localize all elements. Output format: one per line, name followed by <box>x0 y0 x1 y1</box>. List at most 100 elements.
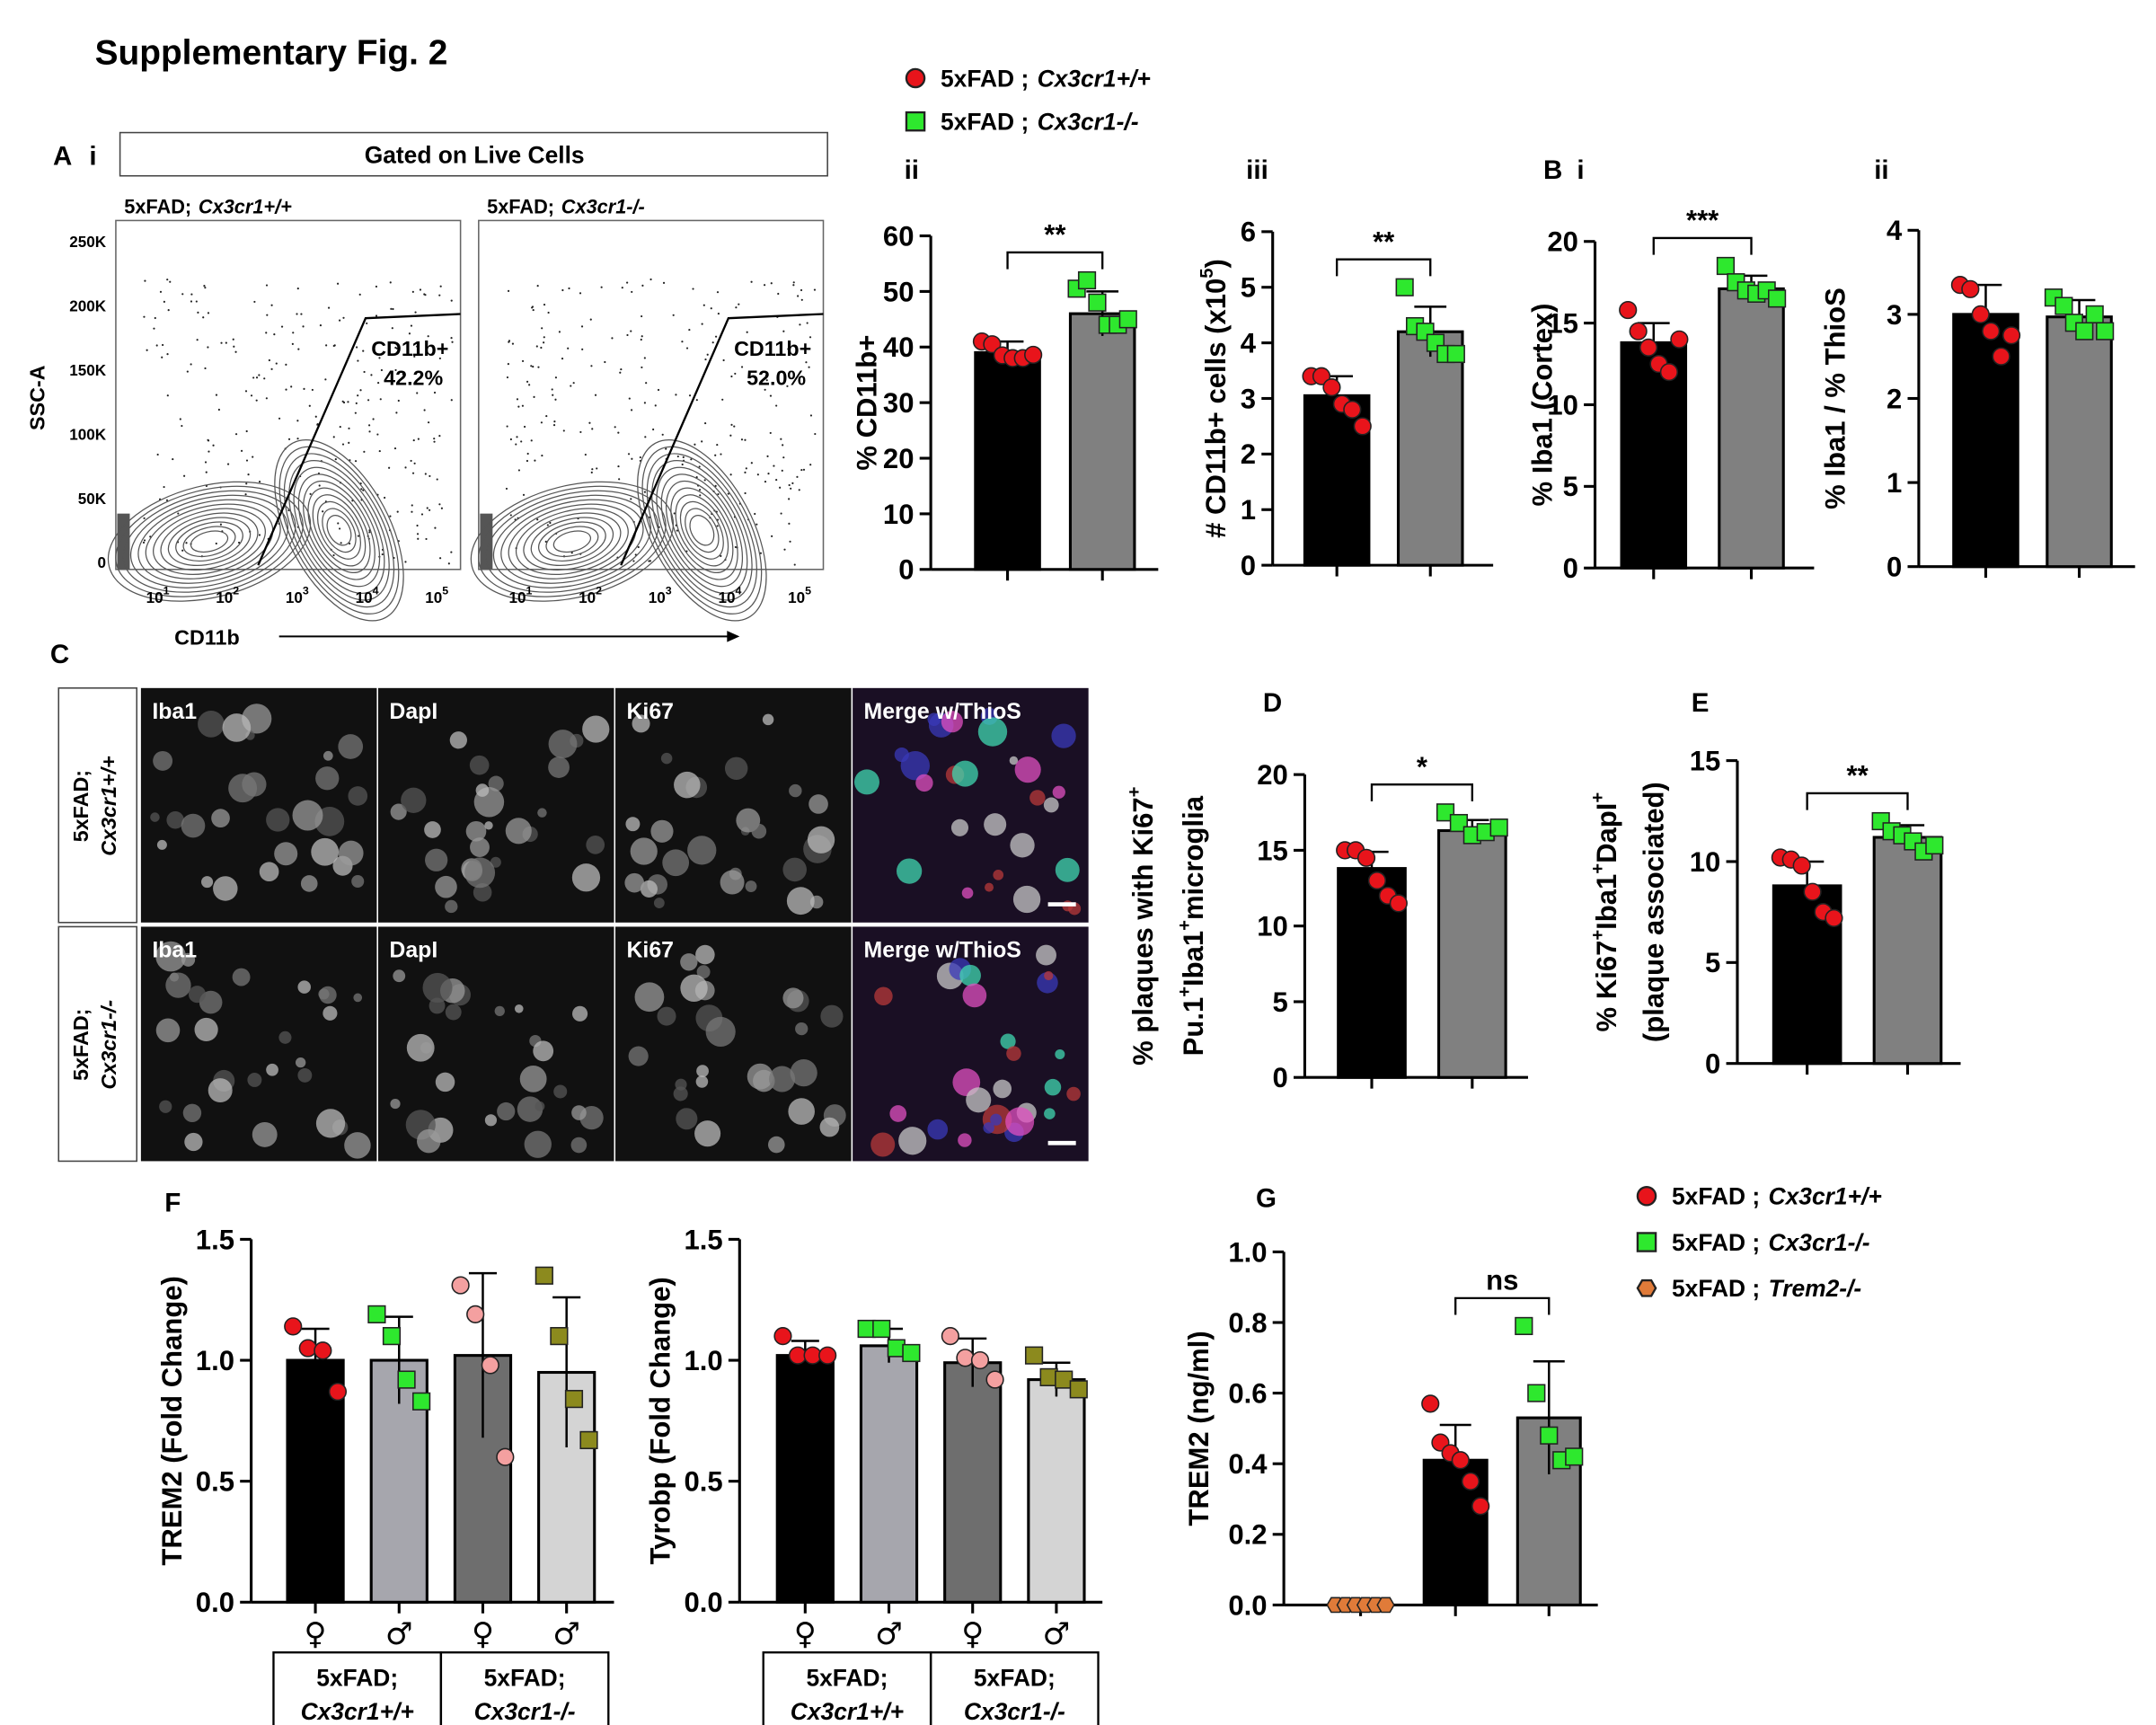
cell <box>390 1098 401 1110</box>
flow-event <box>357 394 359 397</box>
data-point <box>1395 278 1414 296</box>
y-title-text: (plaque associated) <box>1639 782 1670 1042</box>
flow-event <box>767 473 770 475</box>
cell <box>297 1067 313 1083</box>
cell <box>769 1066 796 1092</box>
legend-marker <box>905 67 926 89</box>
bar <box>943 1361 1003 1604</box>
flow-event <box>190 293 193 296</box>
flow-event <box>429 474 431 478</box>
data-point <box>466 1305 485 1323</box>
flow-event <box>716 525 719 527</box>
flow-event <box>551 388 553 391</box>
cell <box>993 869 1004 880</box>
flow-event <box>632 560 635 562</box>
contour <box>190 530 229 553</box>
flow-event <box>440 507 443 509</box>
flow-event <box>662 281 666 284</box>
cell <box>390 803 407 820</box>
y-tick-label: 10 <box>1690 846 1721 878</box>
micrograph-label: DapI <box>389 939 437 963</box>
flow-event <box>154 316 156 320</box>
data-point <box>1565 1447 1584 1466</box>
flow-event <box>790 487 792 490</box>
flow-event <box>169 280 172 283</box>
group-box <box>439 1651 610 1725</box>
flow-event <box>782 444 784 447</box>
flow-event <box>375 314 378 317</box>
bar <box>1872 836 1943 1066</box>
cell <box>338 734 364 759</box>
flow-event <box>545 414 548 418</box>
y-title-text: ) <box>1200 259 1232 268</box>
cell <box>705 1016 736 1047</box>
flow-event <box>506 376 509 379</box>
data-point <box>1716 256 1736 276</box>
flow-event <box>567 347 570 349</box>
flow-event <box>730 423 733 426</box>
cell <box>242 772 267 797</box>
flow-event <box>695 399 698 402</box>
flow-event <box>782 330 785 332</box>
flow-event <box>541 454 543 457</box>
flow-event <box>675 394 677 396</box>
flow-event <box>532 366 535 368</box>
gate-percent: 42.2% <box>384 367 443 390</box>
flow-event <box>536 285 539 288</box>
flow-event <box>626 333 629 337</box>
flow-event <box>238 541 241 544</box>
cell <box>348 786 368 806</box>
y-axis-title: % Iba1 / % ThioS <box>1820 288 1851 509</box>
flow-event <box>417 438 420 440</box>
flow-event <box>720 453 722 456</box>
cell <box>292 800 323 831</box>
flow-event <box>370 374 373 376</box>
flow-event <box>531 305 535 308</box>
y-tick-label: 3 <box>1886 299 1902 331</box>
cell <box>571 1105 587 1120</box>
flow-event <box>163 300 165 303</box>
flow-event <box>517 405 520 408</box>
flow-event <box>219 523 222 526</box>
flow-event <box>637 545 640 549</box>
cell <box>808 794 828 814</box>
flow-event <box>296 288 299 290</box>
cell <box>993 1079 1012 1099</box>
flow-event <box>701 323 703 325</box>
gate-label: CD11b+ <box>371 337 448 360</box>
flow-event <box>507 289 510 292</box>
data-point <box>1992 347 2010 366</box>
flow-event <box>411 504 413 507</box>
flow-event <box>423 409 426 411</box>
gate <box>620 313 824 566</box>
flow-event <box>717 492 720 496</box>
cell <box>894 747 909 763</box>
flow-event <box>549 521 552 525</box>
contour <box>182 526 236 558</box>
y-title-superscript: + <box>1588 863 1608 874</box>
y-tick-label: 200K <box>69 297 106 314</box>
data-point <box>298 1339 317 1358</box>
cell <box>266 808 290 832</box>
y-tick-label: 3 <box>1241 383 1256 414</box>
legend-text-italic: Cx3cr1-/- <box>1038 108 1139 135</box>
flow-event <box>297 348 300 350</box>
flow-plot-title: 5xFAD; Cx3cr1+/+ <box>124 196 292 218</box>
flow-event <box>438 357 441 359</box>
data-point <box>367 1305 386 1323</box>
y-tick-label: 0 <box>1705 1048 1720 1080</box>
flow-event <box>220 341 223 344</box>
flow-event <box>195 300 198 303</box>
flow-event <box>570 552 573 554</box>
data-point <box>579 1430 598 1449</box>
cell <box>1009 756 1019 765</box>
flow-event <box>252 376 255 379</box>
flow-event <box>366 322 368 324</box>
flow-event <box>311 388 314 391</box>
flow-event <box>208 450 210 453</box>
flow-event <box>688 328 691 332</box>
cell <box>687 836 717 865</box>
flow-event <box>423 293 426 296</box>
cell <box>782 987 804 1009</box>
